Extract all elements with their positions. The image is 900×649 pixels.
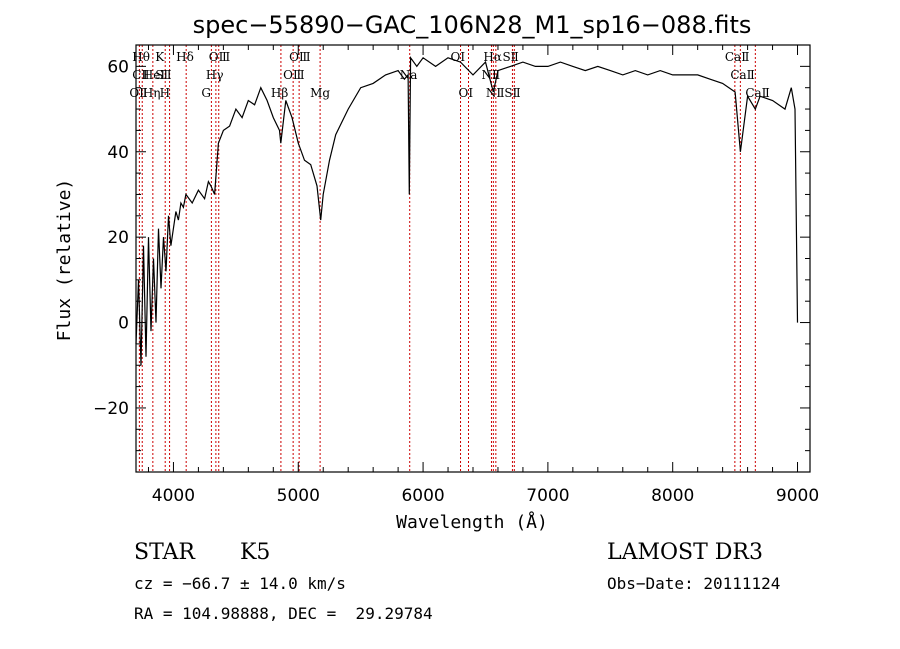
y-tick-label-3: 40 — [107, 143, 129, 163]
line-label-14-0: OⅠ — [451, 50, 466, 64]
x-tick-label-3: 7000 — [526, 486, 569, 506]
line-label-3-0: K — [155, 50, 165, 64]
line-label-6-0: OⅢ — [209, 50, 230, 64]
redshift-velocity: cz = −66.7 ± 14.0 km/s — [134, 574, 346, 593]
line-label-2-0: HeⅠ — [143, 68, 166, 82]
line-label-20-0: SⅡ — [504, 86, 520, 100]
line-label-1-0: Hθ — [132, 50, 150, 64]
emission-line-markers — [138, 45, 756, 472]
line-label-23-0: CaⅡ — [745, 86, 770, 100]
y-tick-label-0: −20 — [93, 399, 129, 419]
object-subclass: K5 — [240, 540, 271, 565]
line-label-19-0: SⅡ — [502, 50, 518, 64]
line-label-18-0: NⅡ — [486, 86, 505, 100]
observation-date: Obs−Date: 20111124 — [607, 574, 781, 593]
line-label-21-0: CaⅡ — [725, 50, 750, 64]
object-class: STAR — [134, 540, 195, 565]
chart-title: spec−55890−GAC_106N28_M1_sp16−088.fits — [193, 11, 752, 39]
line-label-0-0: OⅡ — [129, 86, 147, 100]
line-label-5-0: Hδ — [176, 50, 194, 64]
line-label-2-1: Hη — [143, 86, 161, 100]
survey-name: LAMOST DR3 — [607, 540, 763, 565]
coordinates: RA = 104.98888, DEC = 29.29784 — [134, 604, 433, 623]
x-tick-label-1: 5000 — [277, 486, 320, 506]
x-tick-label-0: 4000 — [152, 486, 195, 506]
line-label-9-0: Hβ — [271, 86, 288, 100]
line-label-3-1: SⅡ — [155, 68, 171, 82]
line-label-7-0: Hγ — [206, 68, 224, 82]
y-tick-label-4: 60 — [107, 57, 129, 77]
line-label-12-0: Mg — [310, 86, 330, 100]
x-tick-label-2: 6000 — [401, 486, 444, 506]
line-label-4-0: H — [160, 86, 170, 100]
x-tick-label-5: 9000 — [776, 486, 819, 506]
line-label-16-0: Hα — [483, 50, 502, 64]
line-label-10-0: OⅢ — [283, 68, 304, 82]
y-axis-label: Flux (relative) — [54, 179, 75, 342]
y-tick-label-2: 20 — [107, 228, 129, 248]
x-ticks: 4000 5000 6000 7000 8000 9000 — [147, 45, 819, 506]
line-label-8-0: G — [201, 86, 211, 100]
line-label-22-0: CaⅡ — [730, 68, 755, 82]
line-label-15-0: OⅠ — [459, 86, 474, 100]
x-axis-label: Wavelength (Å) — [396, 511, 548, 533]
y-tick-label-1: 0 — [118, 314, 129, 334]
line-label-11-0: OⅢ — [289, 50, 310, 64]
y-ticks: −20 0 20 40 60 — [93, 57, 810, 452]
x-tick-label-4: 8000 — [651, 486, 694, 506]
spectrum-line — [135, 55, 799, 366]
plot-frame — [135, 44, 811, 473]
line-label-17-0: NⅡ — [481, 68, 500, 82]
